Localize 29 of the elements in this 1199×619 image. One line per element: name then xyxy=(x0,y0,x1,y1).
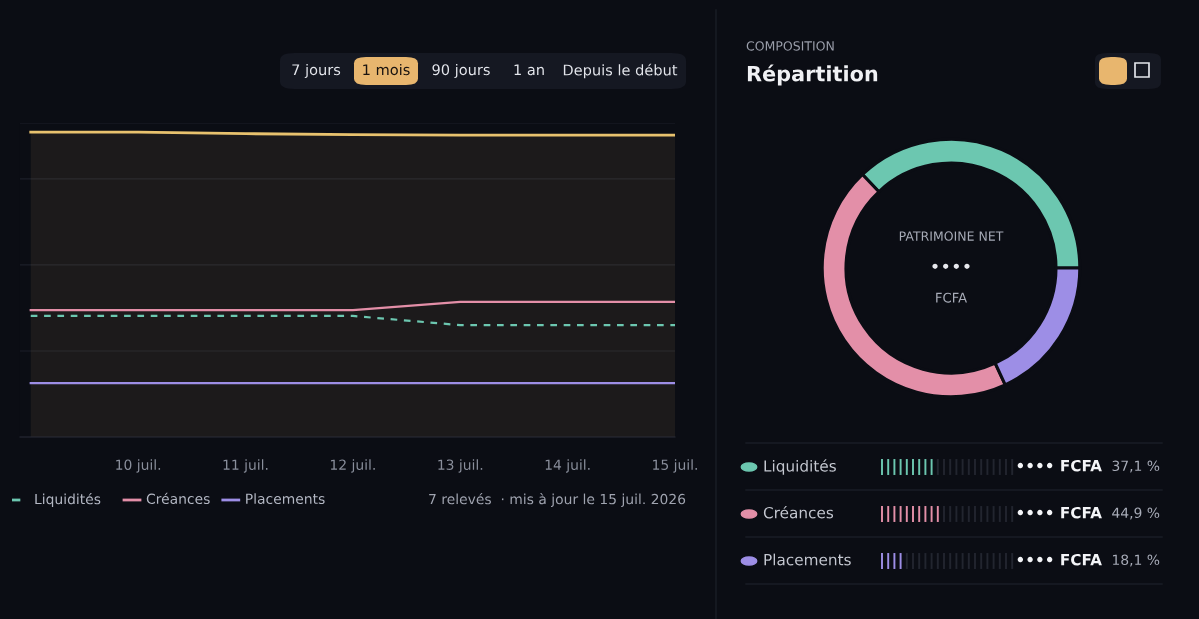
data-label: 44,9 % xyxy=(1112,507,1160,520)
chart-title: Répartition xyxy=(747,64,878,86)
x-tick-label: 12 juil. xyxy=(330,459,375,473)
text: •••• FCFA xyxy=(1017,506,1102,519)
text: •••• FCFA xyxy=(1017,553,1102,566)
text: Depuis le début xyxy=(563,63,678,79)
text: 1 mois xyxy=(363,63,410,76)
text: 7 relevés · mis à jour le 15 juil. 2026 xyxy=(429,493,686,507)
text: PATRIMOINE NET xyxy=(899,231,1004,241)
x-tick-label: 11 juil. xyxy=(223,459,268,473)
legend-label: Créances xyxy=(146,492,210,505)
x-tick-label: 15 juil. xyxy=(653,459,697,473)
chart-subtitle: COMPOSITION xyxy=(746,41,834,51)
legend-label: Placements xyxy=(764,553,851,566)
text: FCFA xyxy=(936,292,967,303)
x-tick-label: 14 juil. xyxy=(545,459,590,473)
data-label: 18,1 % xyxy=(1112,554,1160,567)
legend-label: Liquidités xyxy=(764,459,836,475)
legend-label: Créances xyxy=(763,506,834,519)
legend-label: Placements xyxy=(246,493,325,505)
legend-label: Liquidités xyxy=(35,493,101,507)
x-tick-label: 10 juil. xyxy=(116,459,161,473)
data-label: 37,1 % xyxy=(1112,460,1160,473)
text: 7 jours xyxy=(292,63,341,79)
text: •••• FCFA xyxy=(1017,459,1102,472)
text: •••• xyxy=(932,263,970,269)
x-tick-label: 13 juil. xyxy=(438,459,483,473)
text: 1 an xyxy=(514,64,544,76)
text: 90 jours xyxy=(432,63,490,79)
